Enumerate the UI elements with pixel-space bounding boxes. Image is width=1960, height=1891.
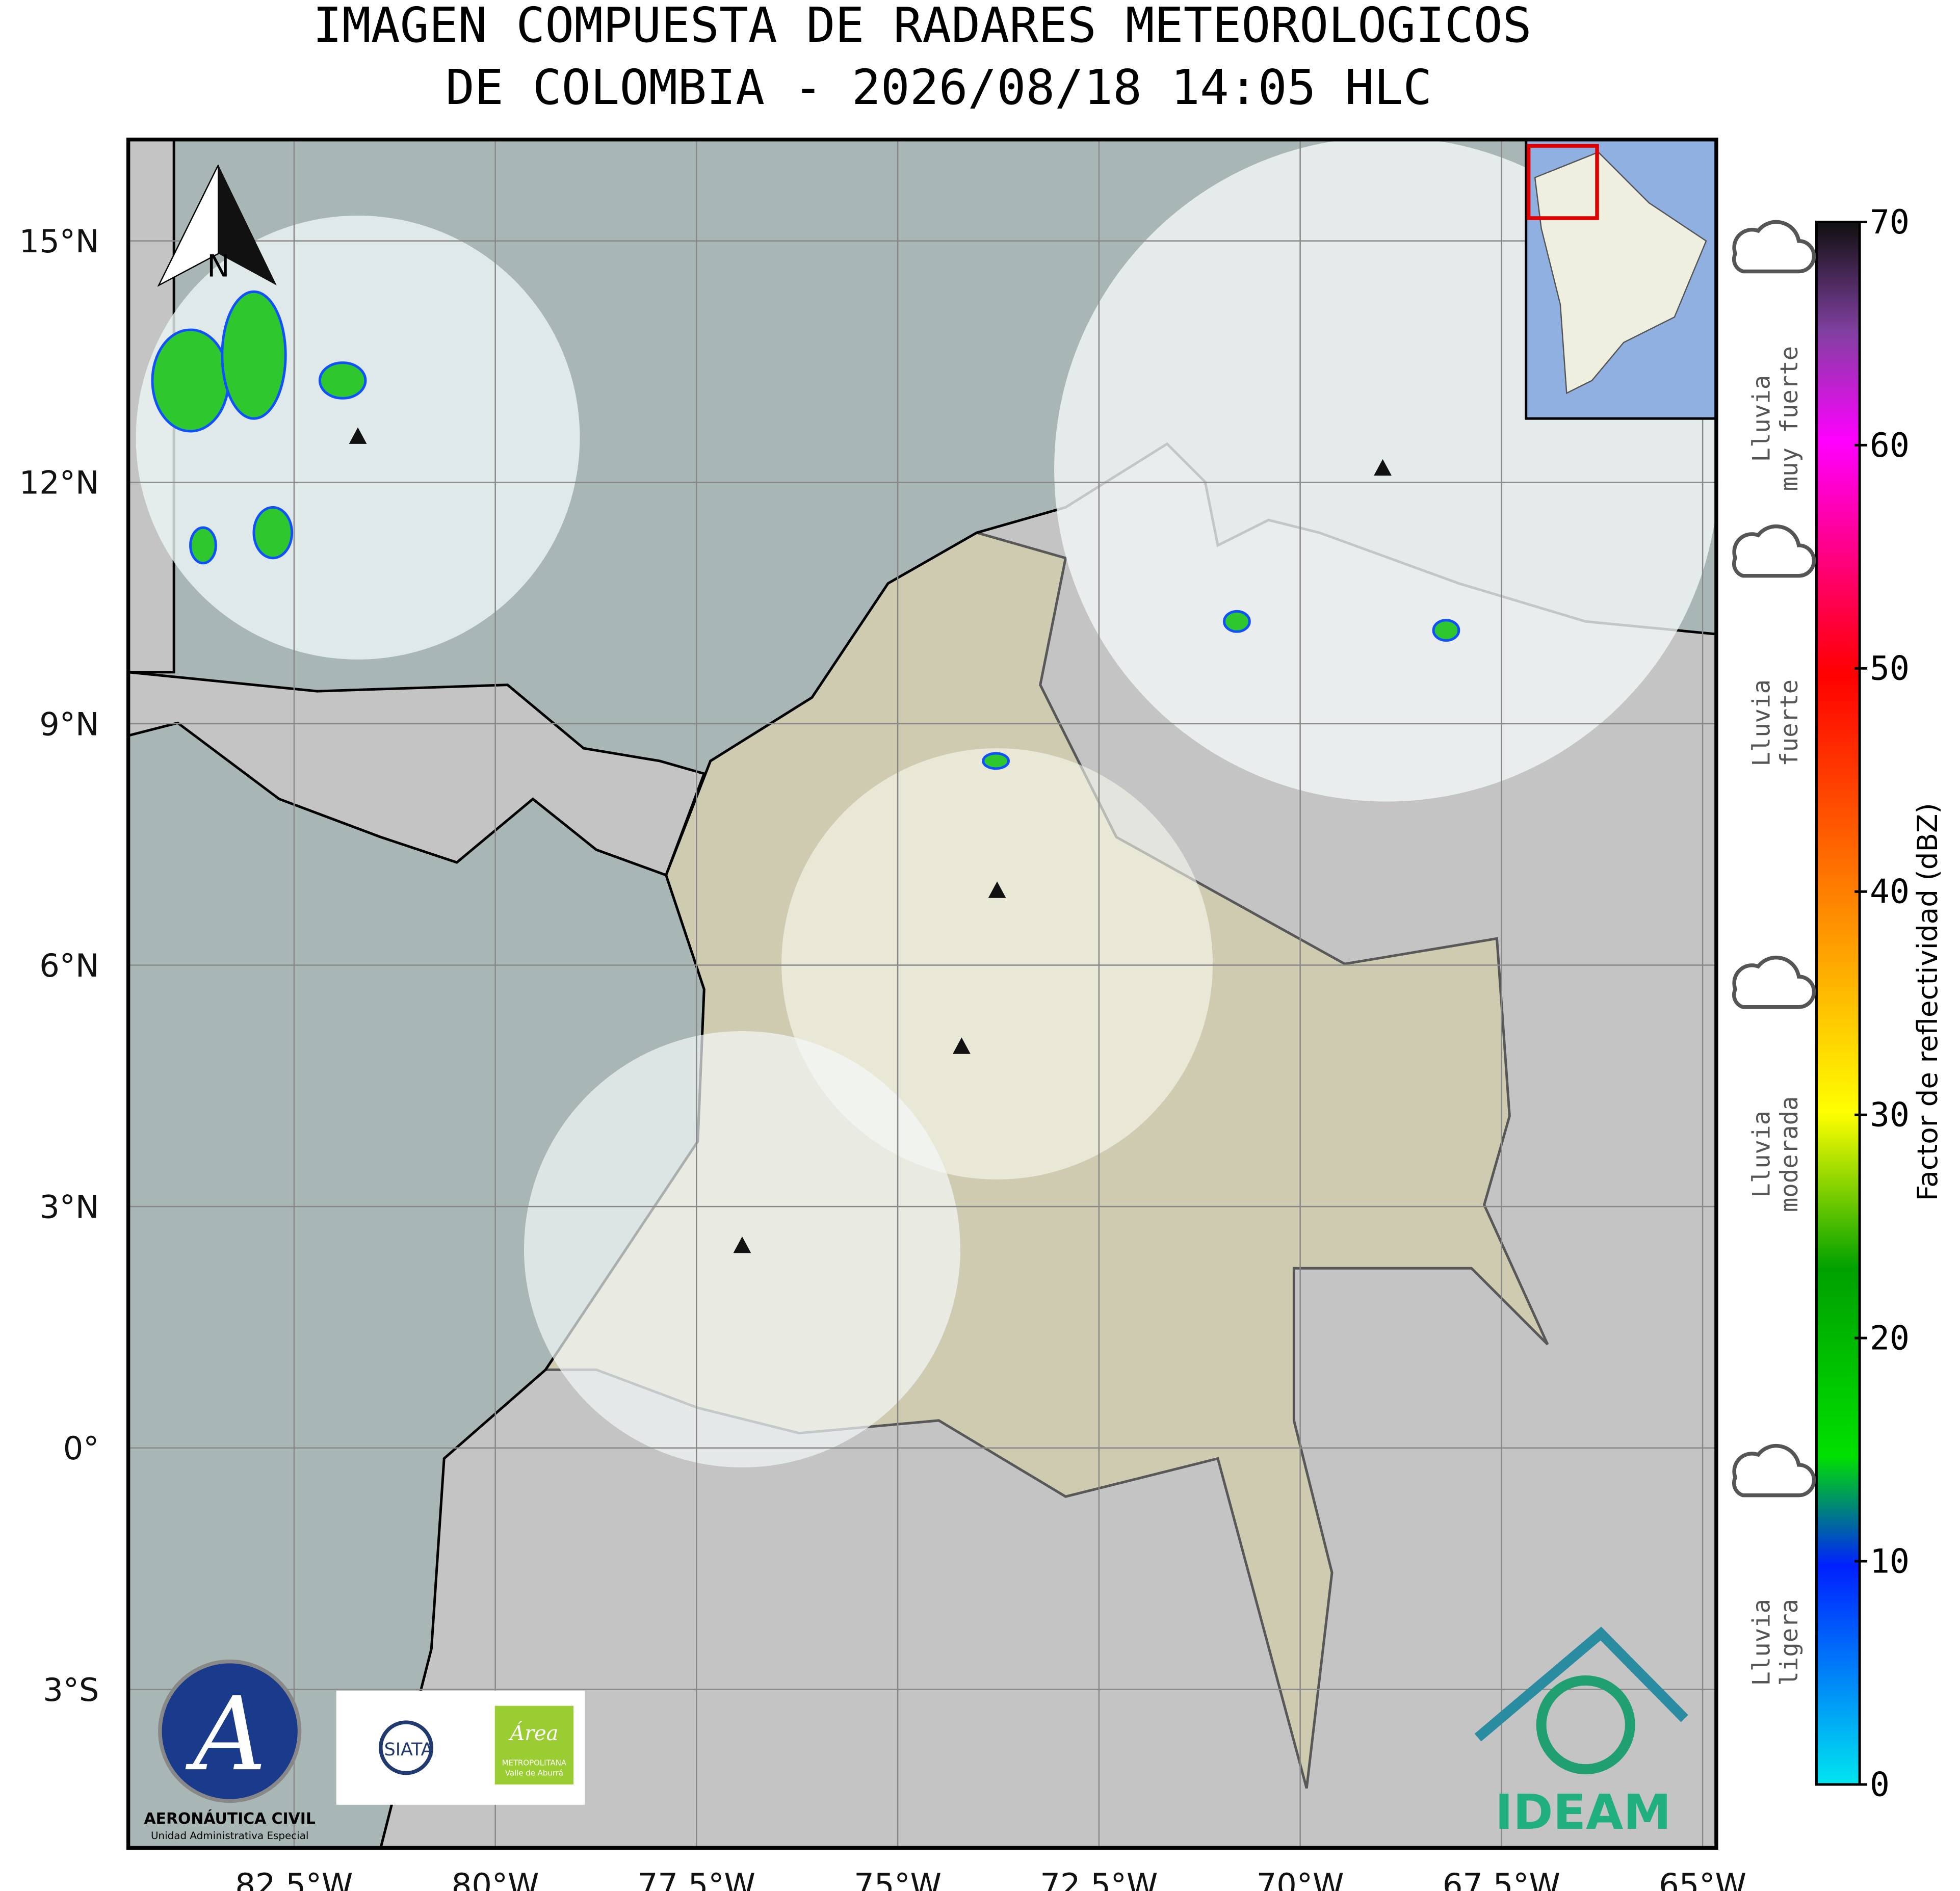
colorbar-tick-label: 60: [1870, 427, 1910, 465]
colorbar-tick-label: 40: [1870, 873, 1910, 911]
y-tick-label: 9°N: [39, 705, 99, 743]
y-tick-label: 3°N: [39, 1189, 99, 1226]
title: IMAGEN COMPUESTA DE RADARES METEOROLOGIC…: [313, 0, 1532, 54]
logo-text: Área: [508, 1721, 558, 1745]
colorbar-tick-label: 0: [1870, 1766, 1890, 1804]
colorbar-tick-label: 20: [1870, 1320, 1910, 1358]
y-tick-label: 6°N: [39, 947, 99, 984]
rain-level-label: muy fuerte: [1775, 346, 1804, 491]
logo-text: Valle de Aburrá: [505, 1769, 563, 1778]
logo-text: METROPOLITANA: [502, 1758, 567, 1768]
rain-level-label: Lluvia: [1747, 679, 1775, 767]
rain-level-label: moderada: [1775, 1096, 1804, 1212]
x-tick-label: 72.5°W: [1040, 1867, 1158, 1891]
colorbar-label: Factor de reflectividad (dBZ): [1911, 803, 1944, 1201]
logo-siata: SIATA Área METROPOLITANA Valle de Aburrá: [336, 1690, 585, 1805]
logo-text: SIATA: [384, 1740, 433, 1760]
y-tick-label: 15°N: [19, 223, 99, 260]
logo-aerocivil: A AERONÁUTICA CIVIL Unidad Administrativ…: [144, 1659, 316, 1842]
north-label: N: [207, 249, 230, 284]
colorbar-tick-label: 70: [1870, 203, 1910, 242]
y-tick-label: 3°S: [43, 1671, 99, 1709]
rain-level-label: Lluvia: [1747, 375, 1775, 462]
x-tick-label: 65°W: [1659, 1867, 1746, 1891]
rain-icon: [1732, 524, 1816, 578]
x-tick-label: 77.5°W: [638, 1867, 755, 1891]
logo-text: IDEAM: [1495, 1784, 1671, 1841]
x-tick-label: 67.5°W: [1443, 1867, 1560, 1891]
rain-level-label: Lluvia: [1747, 1111, 1775, 1198]
svg-text:A: A: [185, 1675, 267, 1793]
rain-icon: [1732, 955, 1816, 1009]
rain-level-label: Lluvia: [1747, 1599, 1775, 1686]
rain-icon: [1732, 220, 1816, 274]
colorbar-tick-label: 50: [1870, 650, 1910, 688]
x-tick-label: 75°W: [854, 1867, 942, 1891]
colorbar-tick-label: 30: [1870, 1096, 1910, 1135]
logo-text: Unidad Administrativa Especial: [151, 1830, 308, 1842]
title: DE COLOMBIA - 2026/08/18 14:05 HLC: [446, 60, 1432, 116]
y-tick-label: 0°: [63, 1430, 99, 1467]
logo-text: AERONÁUTICA CIVIL: [144, 1809, 316, 1828]
colorbar-tick-label: 10: [1870, 1542, 1910, 1581]
logo-ideam: IDEAM: [1474, 1626, 1688, 1841]
y-tick-label: 12°N: [19, 464, 99, 502]
colorbar: [1815, 220, 1861, 1786]
rain-icon: [1732, 1443, 1816, 1498]
x-tick-label: 82.5°W: [235, 1867, 353, 1891]
x-tick-label: 80°W: [452, 1867, 539, 1891]
rain-level-label: fuerte: [1775, 679, 1804, 767]
rain-level-label: ligera: [1775, 1599, 1804, 1686]
x-tick-label: 70°W: [1257, 1867, 1344, 1891]
map: N: [128, 139, 1716, 1848]
